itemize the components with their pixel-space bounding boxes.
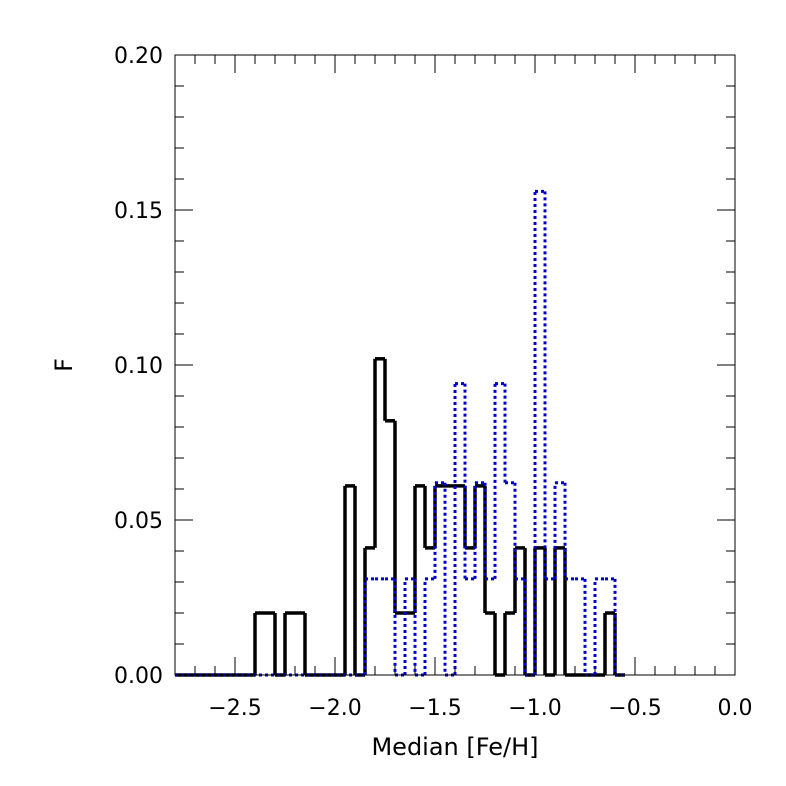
y-axis-title: F [50,358,78,372]
solid-histogram-series [175,357,625,677]
y-tick-label: 0.15 [114,199,163,224]
x-tick-label: −2.0 [308,696,361,721]
tick-labels: −2.5 −2.0 −1.5 −1.0 −0.5 0.0 0.00 0.05 0.10 0.15 0… [114,44,752,721]
x-tick-label: −2.5 [208,696,261,721]
y-tick-label: 0.20 [114,44,163,69]
x-tick-label: −0.5 [608,696,661,721]
y-tick-label: 0.05 [114,509,163,534]
y-tick-label: 0.10 [114,354,163,379]
plot-frame [174,54,736,676]
x-tick-label: 0.0 [718,696,753,721]
x-tick-label: −1.5 [408,696,461,721]
histogram-series [175,189,625,677]
x-tick-label: −1.0 [508,696,561,721]
y-tick-label: 0.00 [114,664,163,689]
dotted-histogram-series [175,189,625,677]
x-axis-title: Median [Fe/H] [371,733,538,761]
